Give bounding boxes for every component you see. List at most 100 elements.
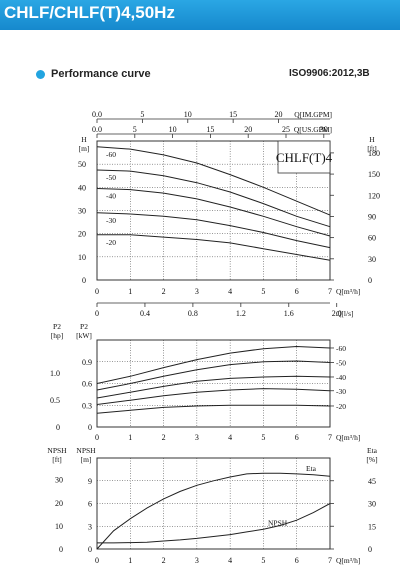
head-curve-n30 — [96, 212, 331, 249]
y-axis-h-ft-unit: [ft] — [367, 144, 377, 153]
y-axis-npsh-m-tick-label: 9 — [88, 477, 92, 486]
x-axis-us-gpm-tick-label: 0.0 — [92, 125, 102, 134]
y-axis-eta-tick-label: 45 — [368, 477, 376, 486]
power-series-label: -50 — [336, 358, 346, 367]
y-axis-hp-tick-label: 0.5 — [50, 396, 60, 405]
y-axis-npsh-m-tick-label: 0 — [88, 545, 92, 554]
head-x-axis-label: Q[m³/h] — [336, 287, 360, 296]
head-curve-n60 — [96, 146, 331, 216]
power-x-tick-label: 3 — [195, 433, 199, 442]
power-series-label: -30 — [336, 387, 346, 396]
power-series-label: -20 — [336, 402, 346, 411]
npsh-series-label: NPSH — [268, 518, 288, 527]
x-axis-ls-tick-label: 1.2 — [236, 309, 246, 318]
y-axis-h-tick-label: 20 — [78, 230, 86, 239]
y-axis-h-ft-tick-label: 0 — [368, 276, 372, 285]
head-series-label: -20 — [106, 238, 116, 247]
y-axis-h-tick-label: 0 — [82, 276, 86, 285]
y-axis-h-ft-tick-label: 30 — [368, 255, 376, 264]
head-series-label: -40 — [106, 191, 116, 200]
eta-series-label: Eta — [306, 464, 317, 473]
y-axis-h-tick-label: 10 — [78, 253, 86, 262]
y-axis-kw-tick-label: 0.9 — [82, 358, 92, 367]
head-x-tick-label: 6 — [295, 287, 299, 296]
npsh-x-tick-label: 7 — [328, 556, 332, 565]
power-x-axis-label: Q[m³/h] — [336, 433, 360, 442]
model-label: CHLF(T)4 — [276, 150, 333, 165]
header-banner: CHLF/CHLF(T)4,50Hz — [0, 0, 400, 30]
y-axis-h-ft-label: H — [369, 135, 375, 144]
x-axis-im-gpm-tick-label: 15 — [229, 110, 237, 119]
npsh-x-tick-label: 1 — [128, 556, 132, 565]
y-axis-npsh-m-tick-label: 3 — [88, 522, 92, 531]
section-title: Performance curve — [51, 68, 151, 80]
power-curve-n60 — [96, 345, 331, 384]
head-x-tick-label: 5 — [261, 287, 265, 296]
x-axis-us-gpm-tick-label: 25 — [282, 125, 290, 134]
head-series-label: -60 — [106, 150, 116, 159]
x-axis-us-gpm-tick-label: 30 — [320, 125, 328, 134]
power-x-tick-label: 0 — [95, 433, 99, 442]
power-x-tick-label: 5 — [261, 433, 265, 442]
y-axis-kw-tick-label: 0.3 — [82, 401, 92, 410]
x-axis-us-gpm-tick-label: 15 — [206, 125, 214, 134]
npsh-x-tick-label: 2 — [162, 556, 166, 565]
power-curve-n40 — [96, 375, 331, 399]
y-axis-h-ft-tick-label: 90 — [368, 212, 376, 221]
head-curve-n40 — [96, 188, 331, 237]
x-axis-im-gpm-tick-label: 0.0 — [92, 110, 102, 119]
npsh-curve — [97, 503, 331, 544]
model-label-box — [277, 140, 331, 174]
y-axis-npsh-ft-tick-label: 20 — [55, 499, 63, 508]
x-axis-us-gpm-tick-label: 5 — [133, 125, 137, 134]
x-axis-ls-tick-label: 0.8 — [188, 309, 198, 318]
power-curve-n20 — [96, 404, 331, 414]
x-axis-im-gpm-tick-label: 5 — [140, 110, 144, 119]
x-axis-us-gpm-tick-label: 10 — [169, 125, 177, 134]
y-axis-npsh-ft-tick-label: 10 — [55, 522, 63, 531]
head-x-tick-label: 3 — [195, 287, 199, 296]
page-title: CHLF/CHLF(T)4,50Hz — [4, 3, 175, 22]
y-axis-h-label: H — [81, 135, 87, 144]
y-axis-eta-tick-label: 30 — [368, 500, 376, 509]
y-axis-eta-unit: [%] — [366, 455, 377, 464]
x-axis-ls-tick-label: 0 — [95, 309, 99, 318]
y-axis-npsh-ft-unit: [ft] — [52, 455, 62, 464]
x-axis-us-gpm-label: Q[US.GPM] — [294, 125, 332, 134]
head-series-label: -50 — [106, 173, 116, 182]
power-series-label: -60 — [336, 344, 346, 353]
y-axis-npsh-m-tick-label: 6 — [88, 500, 92, 509]
power-x-tick-label: 7 — [328, 433, 332, 442]
power-x-tick-label: 1 — [128, 433, 132, 442]
y-axis-kw-tick-label: 0.6 — [82, 380, 92, 389]
y-axis-h-tick-label: 40 — [78, 183, 86, 192]
y-axis-eta-label: Eta — [367, 446, 378, 455]
y-axis-hp-tick-label: 0 — [56, 423, 60, 432]
head-x-tick-label: 1 — [128, 287, 132, 296]
y-axis-npsh-m-unit: [m] — [81, 455, 92, 464]
power-series-label: -40 — [336, 373, 346, 382]
power-x-tick-label: 2 — [162, 433, 166, 442]
head-x-tick-label: 0 — [95, 287, 99, 296]
y-axis-npsh-ft-tick-label: 0 — [59, 545, 63, 554]
power-x-tick-label: 4 — [228, 433, 232, 442]
x-axis-us-gpm-tick-label: 20 — [244, 125, 252, 134]
y-axis-h-ft-tick-label: 180 — [368, 149, 380, 158]
head-curve-n20 — [97, 234, 331, 261]
x-axis-im-gpm-label: Q[IM.GPM] — [294, 110, 332, 119]
x-axis-im-gpm-tick-label: 20 — [275, 110, 283, 119]
y-axis-kw-unit: [kW] — [76, 331, 92, 340]
y-axis-npsh-m-label: NPSH — [76, 446, 96, 455]
npsh-x-tick-label: 6 — [295, 556, 299, 565]
head-curve-n50 — [96, 169, 331, 228]
y-axis-eta-tick-label: 15 — [368, 522, 376, 531]
x-axis-ls-tick-label: 0.4 — [140, 309, 150, 318]
y-axis-npsh-ft-tick-label: 30 — [55, 476, 63, 485]
npsh-x-tick-label: 3 — [195, 556, 199, 565]
power-x-tick-label: 6 — [295, 433, 299, 442]
y-axis-h-ft-tick-label: 150 — [368, 170, 380, 179]
y-axis-h-unit: [m] — [79, 144, 90, 153]
head-x-tick-label: 2 — [162, 287, 166, 296]
x-axis-ls-tick-label: 2.0 — [332, 309, 342, 318]
